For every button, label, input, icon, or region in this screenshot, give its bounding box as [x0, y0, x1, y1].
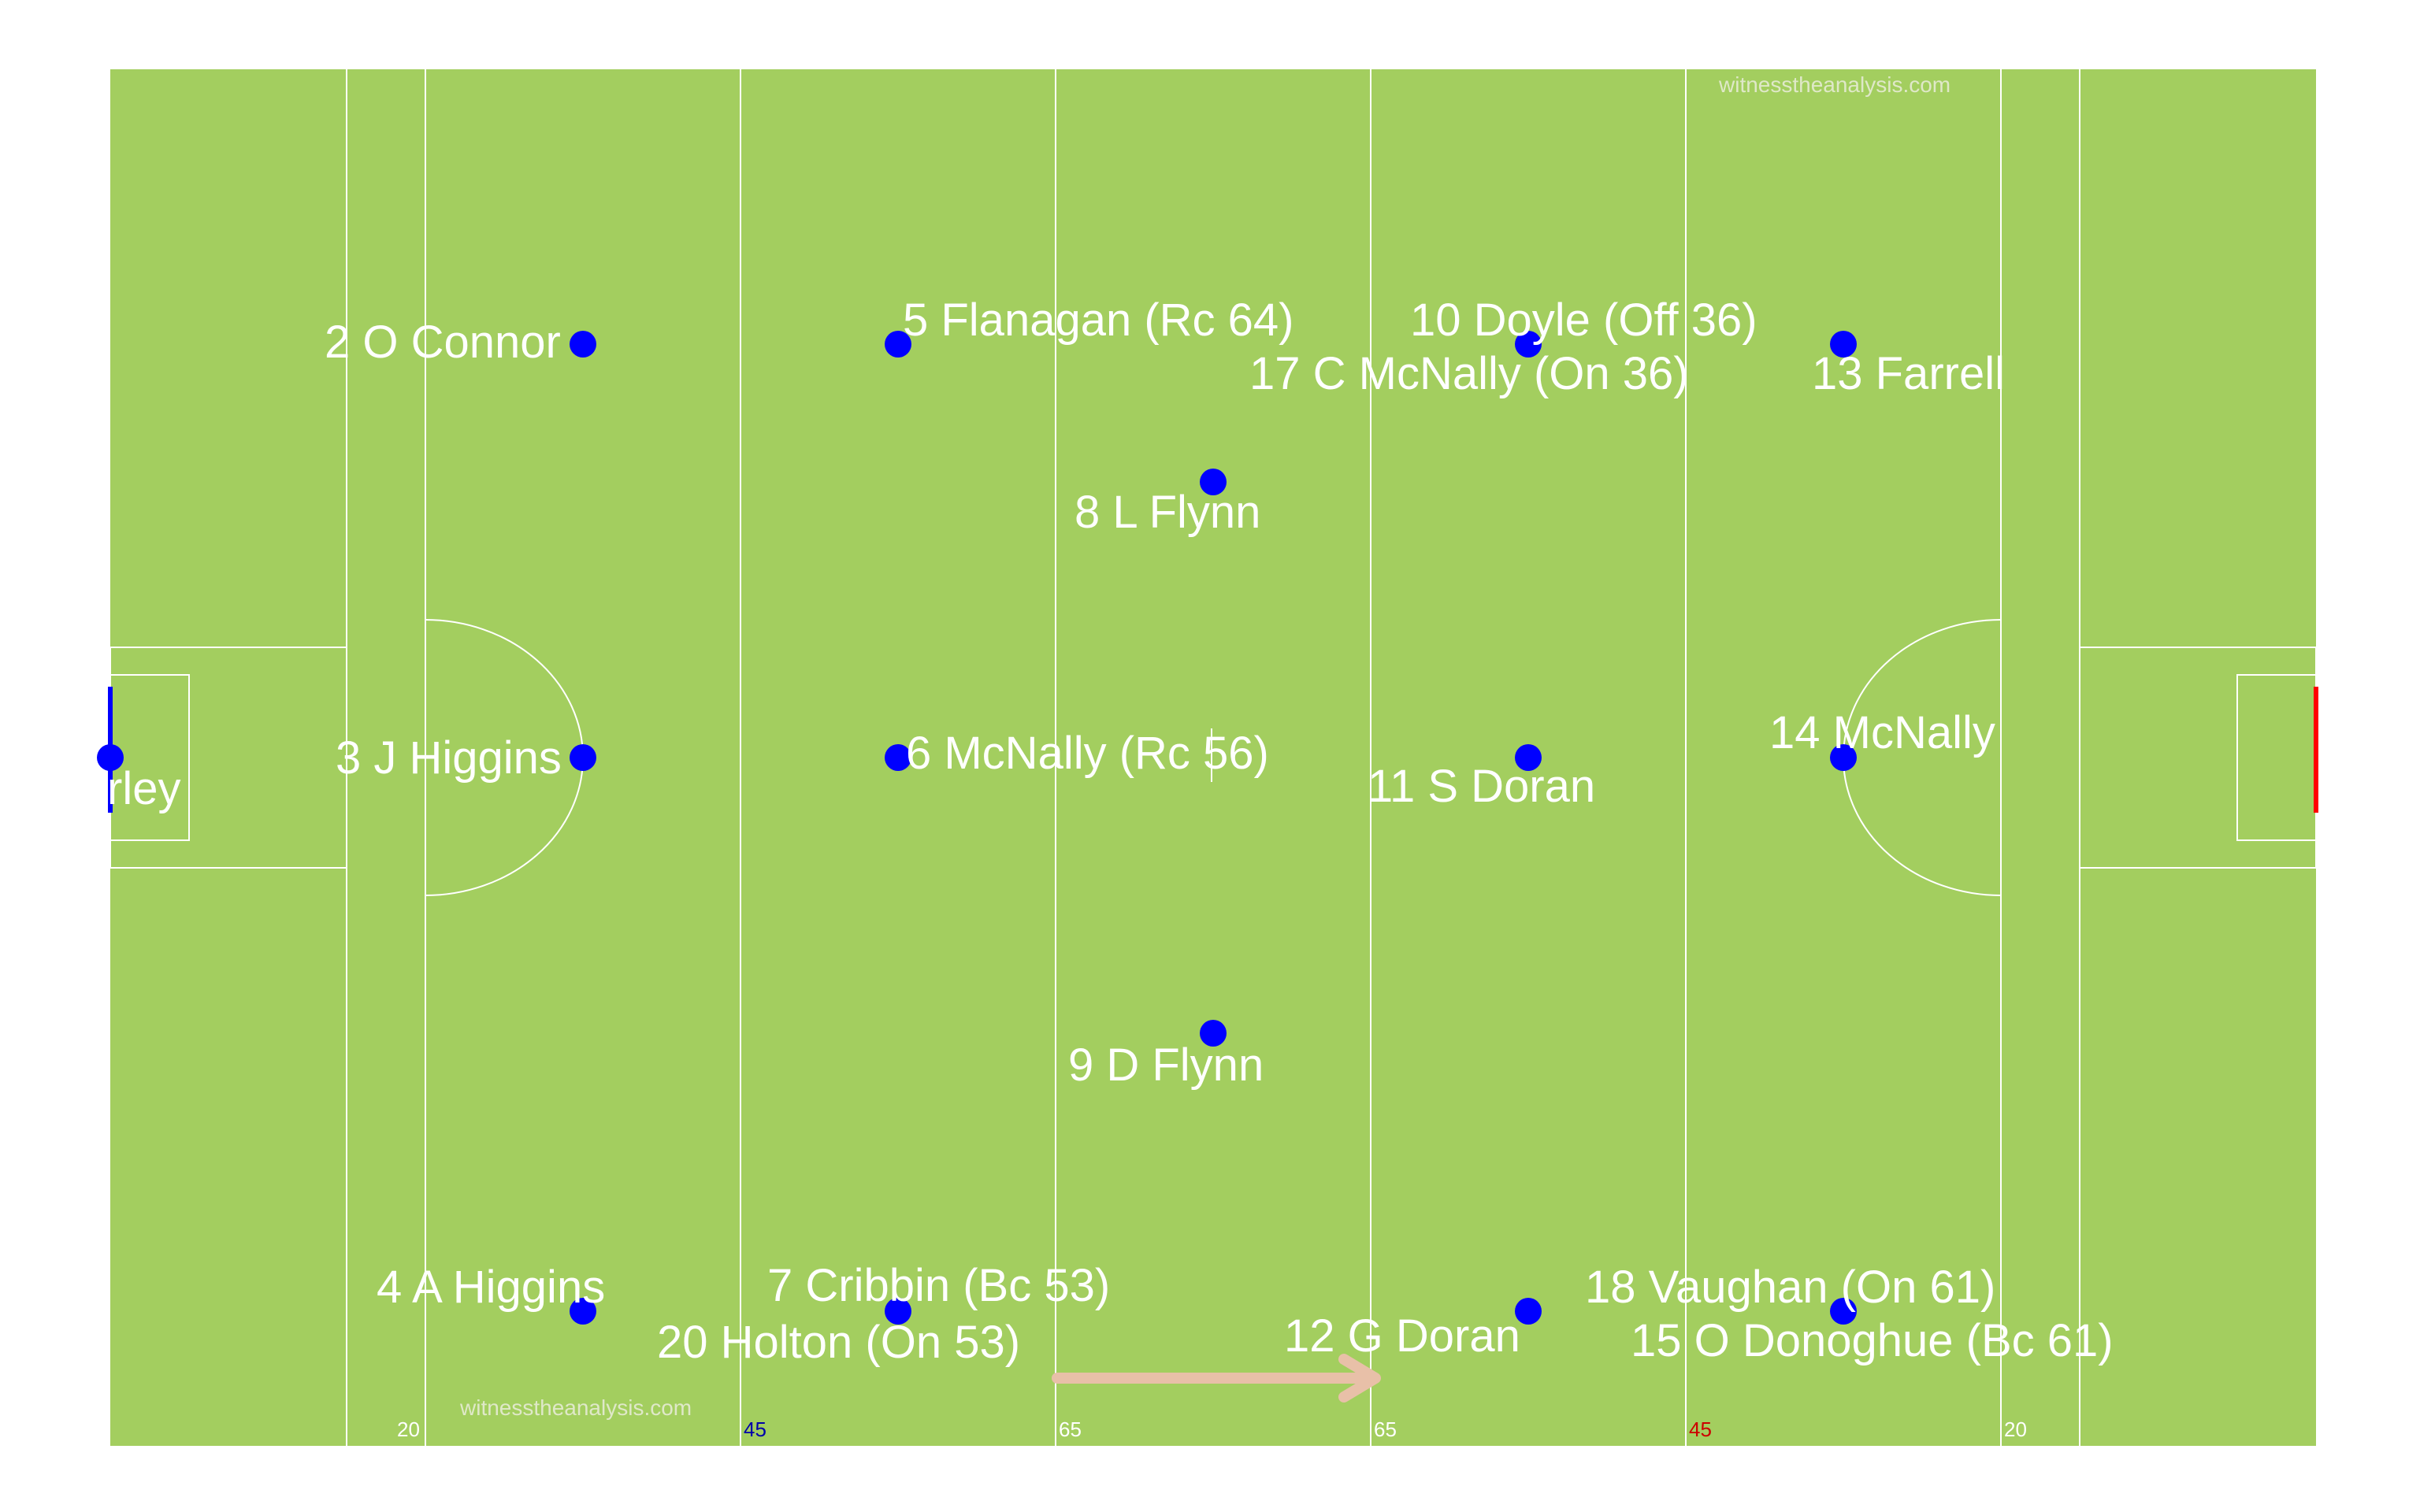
player-label-6: 6 McNally (Rc 56): [906, 728, 1269, 779]
player-label-14: 14 McNally: [1769, 707, 1995, 758]
distance-label-right-65: 65: [1374, 1418, 1397, 1441]
player-dot-8[interactable]: [1200, 469, 1227, 495]
player-label-7: 7 Cribbin (Bc 53): [767, 1260, 1110, 1311]
player-label-4: 4 A Higgins: [377, 1262, 605, 1313]
player-label-10: 10 Doyle (Off 36): [1410, 295, 1757, 346]
player-dot-9[interactable]: [1200, 1020, 1227, 1047]
player-dot-7[interactable]: [885, 1298, 911, 1325]
player-dot-6[interactable]: [885, 744, 911, 771]
player-dot-5[interactable]: [885, 331, 911, 358]
player-label-9: 9 D Flynn: [1068, 1040, 1264, 1091]
player-dot-4[interactable]: [570, 1298, 596, 1325]
player-label-5: 5 Flanagan (Rc 64): [903, 295, 1294, 346]
distance-label-right-20: 20: [2004, 1418, 2027, 1441]
player-label-10-sub: 17 C McNally (On 36): [1249, 348, 1689, 399]
player-label-13: 13 Farrell: [1812, 348, 2005, 399]
distance-label-left-45: 45: [744, 1418, 766, 1441]
distance-label-left-65: 65: [1059, 1418, 1082, 1441]
player-label-15: 15 O Donoghue (Bc 61): [1631, 1315, 2114, 1366]
player-dot-12[interactable]: [1515, 1298, 1542, 1325]
player-label-15-sub: 18 Vaughan (On 61): [1585, 1262, 1995, 1313]
distance-label-left-20: 20: [397, 1418, 420, 1441]
player-dot-10[interactable]: [1515, 331, 1542, 358]
watermark-bottom: witnesstheanalysis.com: [459, 1395, 692, 1420]
player-label-8: 8 L Flynn: [1075, 487, 1260, 538]
pitch-surface: [110, 69, 2316, 1446]
player-dot-3[interactable]: [570, 744, 596, 771]
distance-label-right-45: 45: [1689, 1418, 1712, 1441]
player-dot-14[interactable]: [1830, 744, 1857, 771]
player-dot-2[interactable]: [570, 331, 596, 358]
player-label-2: 2 O Connor: [325, 317, 561, 368]
direction-arrow: [1052, 1354, 1381, 1403]
player-dots: [97, 331, 1857, 1325]
player-label-7-sub: 20 Holton (On 53): [657, 1317, 1020, 1368]
watermark-top: witnesstheanalysis.com: [1718, 72, 1950, 97]
player-dot-goalkeeper[interactable]: [97, 744, 124, 771]
player-label-11: 11 S Doran: [1368, 761, 1595, 812]
player-dot-13[interactable]: [1830, 331, 1857, 358]
player-label-12: 12 G Doran: [1284, 1310, 1520, 1362]
player-label-3: 3 J Higgins: [336, 732, 562, 784]
player-dot-15[interactable]: [1830, 1298, 1857, 1325]
player-label-goalkeeper: rley: [107, 763, 180, 814]
player-dot-11[interactable]: [1515, 744, 1542, 771]
